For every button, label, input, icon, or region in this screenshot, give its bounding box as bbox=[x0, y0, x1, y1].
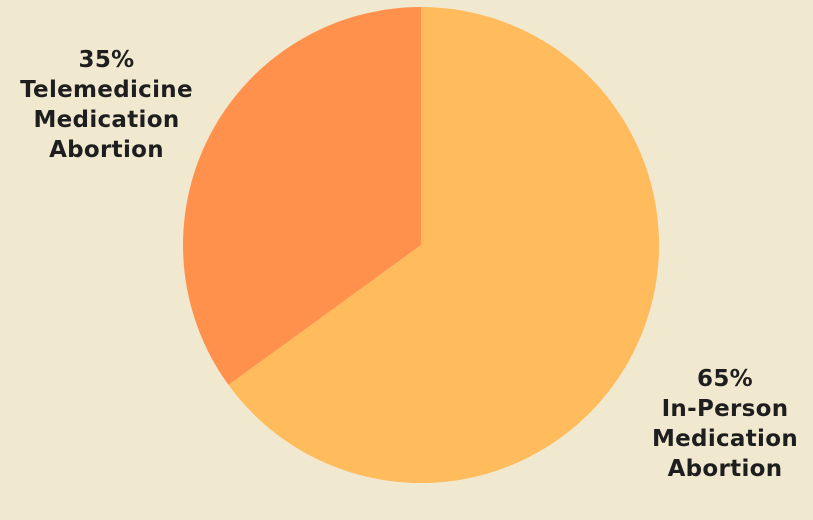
slice-name-line-1: Telemedicine bbox=[20, 77, 193, 103]
pie-slice-telemedicine bbox=[183, 7, 421, 385]
slice-name-line-2: Medication bbox=[651, 426, 799, 452]
slice-label-in-person: 65% In-Person Medication Abortion bbox=[637, 364, 813, 484]
slice-percent-telemedicine: 35% bbox=[78, 47, 135, 73]
slice-label-telemedicine: 35% Telemedicine Medication Abortion bbox=[4, 45, 209, 165]
pie-slice-in-person bbox=[228, 7, 659, 484]
slice-name-line-3: Abortion bbox=[667, 456, 783, 482]
slice-name-line-2: Medication bbox=[33, 107, 180, 133]
slice-name-line-1: In-Person bbox=[661, 396, 789, 422]
slice-name-line-3: Abortion bbox=[49, 137, 164, 163]
slice-percent-in-person: 65% bbox=[697, 366, 753, 392]
